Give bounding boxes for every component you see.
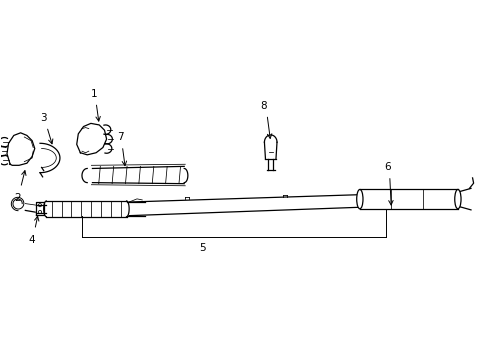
Polygon shape — [105, 134, 112, 144]
Polygon shape — [0, 138, 10, 147]
Polygon shape — [7, 133, 35, 165]
Text: 4: 4 — [29, 235, 36, 245]
Ellipse shape — [454, 189, 460, 209]
Polygon shape — [0, 147, 8, 156]
Polygon shape — [105, 144, 112, 153]
Text: 8: 8 — [260, 101, 266, 111]
Ellipse shape — [356, 189, 362, 209]
Text: 1: 1 — [91, 89, 97, 99]
Polygon shape — [0, 156, 10, 165]
Polygon shape — [77, 123, 106, 155]
Text: 7: 7 — [117, 132, 123, 142]
Polygon shape — [104, 125, 111, 134]
Text: 6: 6 — [384, 162, 390, 172]
Text: 3: 3 — [41, 113, 47, 123]
Text: 2: 2 — [14, 193, 21, 203]
Text: 5: 5 — [199, 243, 205, 253]
Polygon shape — [36, 202, 43, 215]
Polygon shape — [359, 189, 457, 209]
